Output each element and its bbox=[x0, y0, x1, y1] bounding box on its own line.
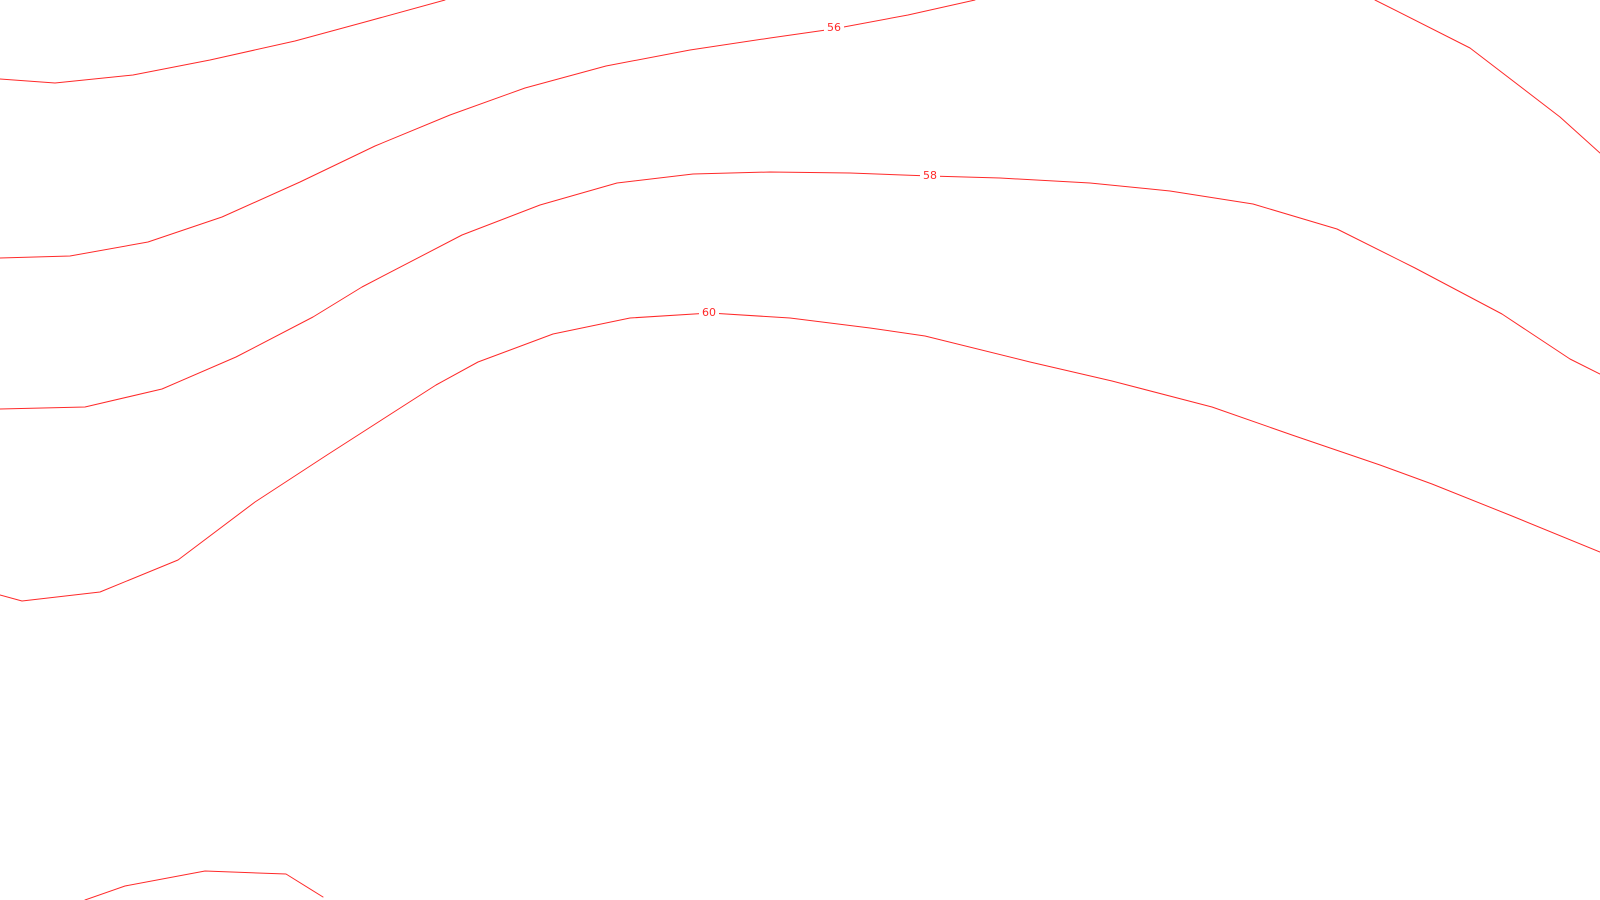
contour-line-56 bbox=[0, 0, 976, 259]
contour-line-upper-left bbox=[0, 0, 446, 84]
contour-label-56: 56 bbox=[827, 21, 841, 34]
contour-label-60: 60 bbox=[702, 306, 716, 319]
contour-label-bg-56 bbox=[824, 21, 844, 35]
contour-label-bg-58 bbox=[920, 169, 940, 183]
contour-line-upper-right bbox=[1374, 0, 1600, 154]
contour-line-58 bbox=[0, 171, 1600, 410]
contour-line-bottom-left bbox=[84, 870, 324, 900]
contour-label-bg-60 bbox=[699, 306, 719, 320]
contour-line-60 bbox=[0, 312, 1600, 602]
contour-label-58: 58 bbox=[923, 169, 937, 182]
